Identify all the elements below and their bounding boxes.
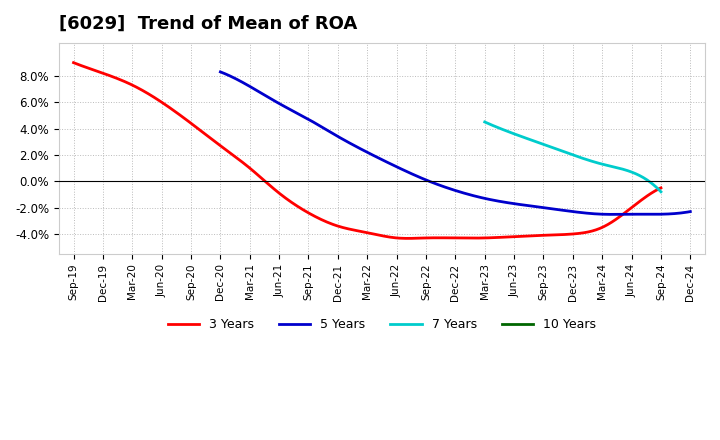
5 Years [613,212,622,217]
3 Years [71,61,80,66]
5 Years [504,200,513,205]
3 Years [603,222,612,227]
5 Years [217,70,226,75]
Text: [6029]  Trend of Mean of ROA: [6029] Trend of Mean of ROA [59,15,357,33]
3 Years [566,231,575,237]
Legend: 3 Years, 5 Years, 7 Years, 10 Years: 3 Years, 5 Years, 7 Years, 10 Years [163,313,601,336]
7 Years [480,119,489,125]
7 Years [640,176,649,181]
7 Years [657,189,665,194]
3 Years [419,235,428,241]
5 Years [644,212,652,217]
7 Years [481,120,490,125]
7 Years [629,170,638,175]
Line: 3 Years: 3 Years [73,62,661,238]
5 Years [216,69,225,74]
5 Years [609,212,618,217]
5 Years [496,199,505,204]
3 Years [69,60,78,65]
5 Years [494,198,503,204]
3 Years [403,236,412,241]
Line: 7 Years: 7 Years [485,122,661,192]
3 Years [431,235,439,240]
7 Years [588,159,597,164]
Line: 5 Years: 5 Years [220,72,690,214]
3 Years [421,235,430,241]
7 Years [585,158,594,163]
5 Years [686,209,695,214]
7 Years [585,158,593,163]
3 Years [657,185,665,191]
